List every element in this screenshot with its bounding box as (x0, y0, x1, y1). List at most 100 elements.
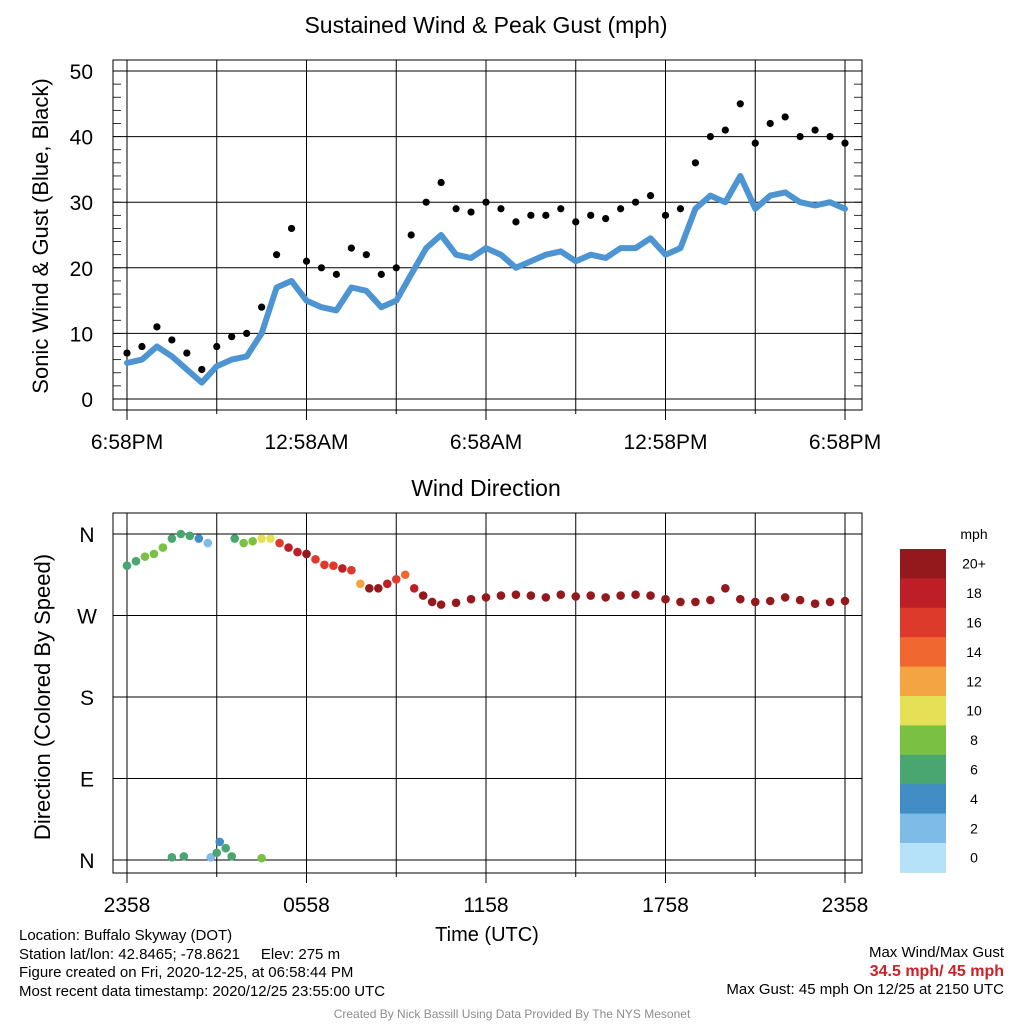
station-elevation: Elev: 275 m (260, 945, 341, 963)
speed-colorbar: 20+ 18 16 14 12 10 8 6 4 2 0 (900, 549, 986, 873)
gust-point (258, 303, 266, 311)
direction-chart-xlabel: Time (UTC) (435, 924, 539, 946)
wind-x-tick-label: 6:58PM (809, 431, 881, 454)
gust-point (243, 329, 251, 337)
direction-point (257, 853, 266, 863)
direction-x-tick-label: 1758 (642, 894, 689, 917)
wind-y-tick-label: 30 (70, 192, 93, 215)
direction-point (311, 555, 320, 564)
gust-point (123, 349, 131, 357)
gust-point (721, 126, 729, 134)
gust-point (766, 119, 774, 128)
colorbar-swatch (900, 549, 946, 579)
direction-point (780, 593, 790, 602)
direction-point (427, 597, 437, 607)
wind-y-tick-label: 40 (70, 127, 93, 150)
colorbar-swatch (900, 607, 946, 638)
direction-point (347, 565, 356, 575)
direction-point (122, 561, 132, 570)
wind-y-tick-label: 20 (70, 258, 93, 281)
gust-point (527, 211, 535, 219)
gust-point (377, 270, 385, 278)
station-latlon: Station lat/lon: 42.8465; -78.8621 (19, 945, 241, 963)
direction-point (179, 852, 189, 861)
colorbar-label: 10 (966, 703, 982, 719)
direction-y-tick-label: E (80, 769, 94, 792)
direction-point (212, 848, 222, 858)
gust-point (198, 365, 206, 374)
colorbar-swatch (900, 725, 946, 756)
colorbar-label: 2 (970, 820, 978, 836)
colorbar-label: 16 (966, 615, 982, 631)
wind-chart-title: Sustained Wind & Peak Gust (mph) (304, 12, 667, 38)
gust-point (736, 100, 744, 108)
colorbar-label: 0 (970, 850, 978, 866)
gust-point (272, 251, 281, 259)
gust-point (826, 133, 834, 141)
gust-point (796, 133, 804, 141)
station-latlon-elev: Station lat/lon: 42.8465; -78.8621 Elev:… (19, 946, 385, 965)
gust-point (452, 205, 460, 213)
direction-y-tick-label: S (80, 687, 94, 710)
colorbar-label: 12 (966, 673, 982, 689)
gust-point (168, 336, 176, 344)
gust-point (317, 264, 326, 272)
wind-x-tick-label: 6:58PM (91, 431, 163, 454)
gust-point (631, 198, 640, 206)
direction-point (391, 574, 401, 584)
gust-point (587, 211, 595, 219)
direction-point (382, 579, 392, 589)
colorbar-swatch (900, 696, 946, 726)
gust-point (467, 208, 475, 216)
wind-chart-ylabel: Sonic Wind & Gust (Blue, Black) (28, 78, 53, 393)
colorbar-label: 6 (970, 762, 978, 778)
gust-point (138, 342, 146, 351)
direction-point (706, 595, 715, 605)
direction-point (586, 591, 596, 600)
wind-x-tick-label: 12:58AM (264, 431, 348, 454)
direction-point (601, 593, 610, 602)
gust-point (557, 205, 565, 213)
direction-chart-plot-area: N E S W N 2358 0558 1158 1758 2358 (77, 512, 869, 917)
colorbar-label: 4 (970, 791, 978, 807)
colorbar-label: 14 (966, 644, 982, 660)
direction-point (571, 592, 581, 601)
direction-point (227, 852, 237, 861)
colorbar-swatch (900, 843, 946, 873)
max-label: Max Wind/Max Gust (868, 944, 1004, 961)
gust-point (362, 251, 370, 259)
direction-point (266, 534, 275, 543)
direction-point (840, 596, 850, 606)
direction-point (206, 852, 216, 862)
direction-point (400, 570, 410, 580)
direction-point (215, 837, 225, 847)
wind-x-tick-label: 12:58PM (623, 431, 707, 454)
gust-point (706, 133, 714, 141)
figure-created: Figure created on Fri, 2020-12-25, at 06… (19, 964, 354, 981)
direction-point (496, 591, 506, 600)
station-location: Location: Buffalo Skyway (DOT) (19, 927, 233, 944)
direction-point (451, 598, 461, 608)
direction-chart-title: Wind Direction (411, 475, 561, 501)
wind-chart-plot-area: 0 10 20 30 40 50 6:58PM 12:58AM 6:58AM 12:58PM 6:5… (70, 59, 881, 454)
gust-point (676, 205, 685, 213)
wind-y-tick-label: 0 (81, 389, 93, 412)
direction-point (275, 538, 284, 548)
gust-point (153, 323, 161, 331)
direction-point (257, 534, 266, 543)
wind-y-tick-label: 10 (70, 323, 93, 346)
sustained-wind-line (124, 173, 848, 386)
direction-point (167, 534, 177, 543)
direction-point (338, 564, 347, 573)
colorbar-title: mph (960, 526, 987, 542)
direction-x-tick-label: 2358 (822, 894, 869, 917)
colorbar-label: 18 (966, 585, 982, 601)
direction-point (481, 593, 491, 602)
direction-y-tick-label: W (77, 606, 97, 629)
wind-plot-frame (112, 59, 863, 411)
direction-point (795, 595, 805, 605)
direction-x-tick-label: 2358 (104, 894, 151, 917)
gust-point (497, 205, 505, 213)
direction-point (293, 547, 302, 557)
